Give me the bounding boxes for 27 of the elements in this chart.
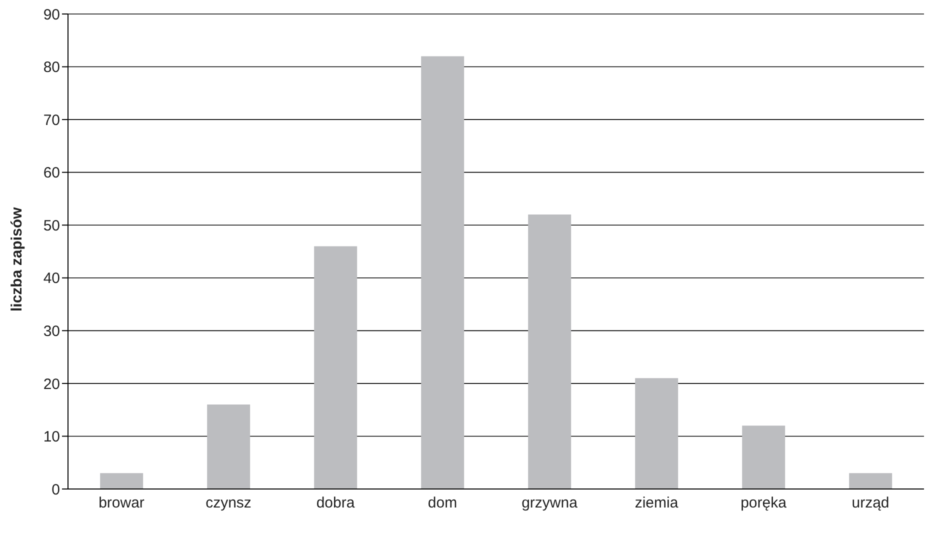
- bar: [635, 378, 678, 489]
- x-tick-label: ziemia: [634, 494, 679, 512]
- bar: [421, 56, 464, 489]
- y-tick-label: 10: [43, 428, 60, 446]
- y-tick-label: 40: [43, 270, 60, 288]
- y-axis-title: liczba zapisów: [8, 206, 26, 312]
- bar: [314, 246, 358, 489]
- y-tick-label: 90: [43, 6, 60, 24]
- x-tick-label: grzywna: [522, 494, 578, 512]
- x-tick-label: browar: [98, 494, 144, 512]
- x-tick-label: dom: [428, 494, 458, 512]
- bar: [207, 404, 250, 489]
- y-tick-label: 50: [43, 217, 60, 234]
- y-tick-label: 0: [52, 481, 60, 498]
- bar: [100, 473, 144, 489]
- x-tick-label: poręka: [740, 494, 788, 512]
- x-tick-label: dobra: [316, 494, 356, 512]
- bar: [849, 473, 892, 489]
- bar: [742, 426, 786, 489]
- y-tick-label: 30: [43, 322, 60, 340]
- x-tick-label: urząd: [852, 494, 890, 512]
- x-tick-label: czynsz: [206, 494, 252, 512]
- y-tick-label: 70: [43, 112, 60, 129]
- bar: [528, 214, 572, 489]
- y-tick-label: 80: [43, 59, 60, 76]
- y-tick-label: 60: [43, 164, 60, 182]
- y-tick-label: 20: [43, 376, 60, 393]
